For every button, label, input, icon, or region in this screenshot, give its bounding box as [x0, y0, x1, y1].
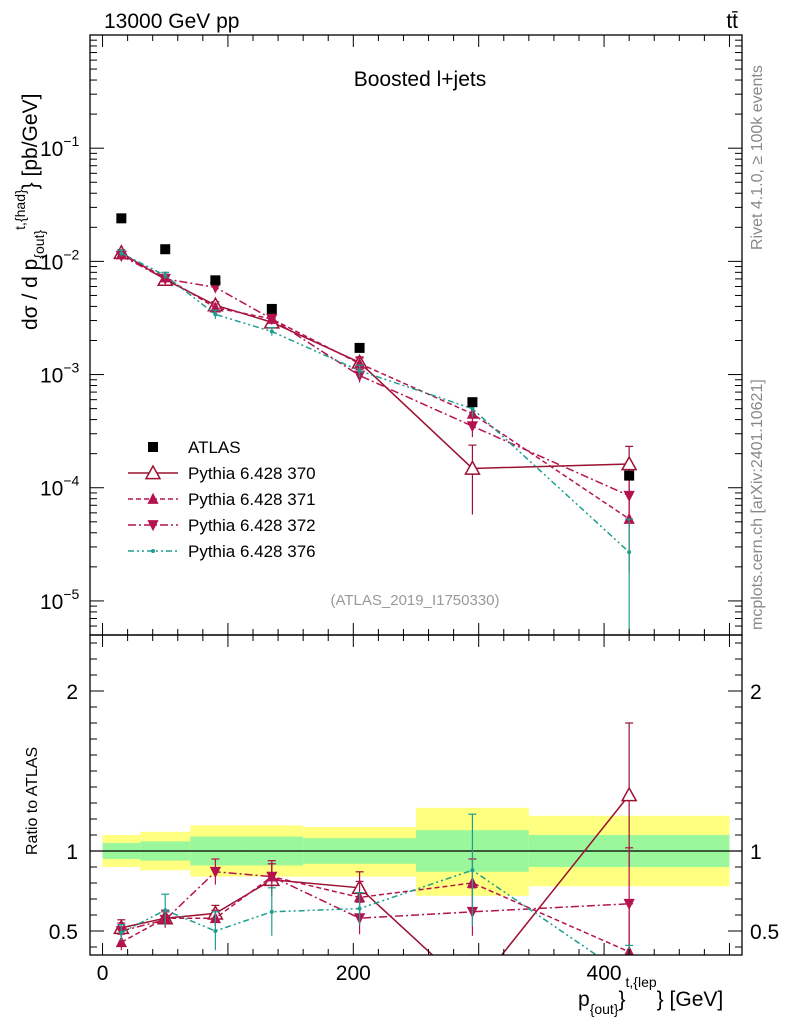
ratio-point	[470, 868, 475, 873]
data-point	[466, 421, 479, 433]
data-point	[627, 550, 632, 555]
ratio-y-axis-label: Ratio to ATLAS	[24, 747, 41, 855]
legend-label: Pythia 6.428 371	[188, 490, 316, 509]
x-tick-label: 200	[336, 962, 371, 985]
ratio-tick-label-left: 2	[66, 681, 78, 704]
legend: ATLAS Pythia 6.428 370 Pythia 6.428 371 Pyt…	[128, 438, 316, 561]
x-tick-label: 400	[587, 962, 622, 985]
y-tick-label: 10−2	[40, 246, 80, 274]
ratio-tick-label-left: 0.5	[49, 921, 78, 944]
ratio-point	[115, 935, 127, 948]
legend-marker	[147, 520, 159, 532]
y-tick-label: 10−4	[40, 473, 80, 501]
legend-marker	[147, 492, 159, 504]
atlas-point	[467, 397, 478, 408]
data-point	[269, 329, 274, 334]
process-label: tt̄	[726, 10, 738, 33]
ratio-tick-label-right: 1	[750, 841, 762, 864]
atlas-point	[210, 275, 221, 286]
ratio-tick-label-left: 1	[66, 841, 78, 864]
legend-label: ATLAS	[188, 438, 241, 457]
data-point	[163, 273, 168, 278]
data-point	[470, 406, 475, 411]
analysis-label: (ATLAS_2019_I1750330)	[330, 592, 499, 609]
ratio-point	[623, 898, 635, 911]
ratio-tick-label-right: 0.5	[750, 921, 779, 944]
chart-title: Boosted l+jets	[354, 68, 487, 91]
y-tick-label: 10−3	[40, 360, 80, 388]
data-point	[464, 459, 481, 475]
y-tick-label: 10−5	[40, 586, 80, 614]
energy-label: 13000 GeV pp	[104, 10, 239, 33]
svg-text:dσ / d p{out}t,{had}} [pb/GeV]: dσ / d p{out}t,{had}} [pb/GeV]	[12, 94, 47, 330]
data-point	[213, 312, 218, 317]
ratio-point	[266, 871, 278, 883]
ratio-point	[209, 866, 221, 879]
ratio-point	[465, 985, 479, 998]
ratio-tick-label-right: 2	[750, 681, 762, 704]
ratio-point	[213, 929, 218, 933]
legend-marker	[144, 464, 162, 480]
atlas-point	[116, 213, 127, 224]
series-4-ratio	[117, 813, 634, 955]
x-tick-label: 0	[97, 962, 109, 985]
legend-label: Pythia 6.428 372	[188, 516, 316, 535]
legend-marker	[148, 442, 158, 452]
main-y-axis-label: dσ / d p{out}t,{had}} [pb/GeV]	[12, 94, 47, 330]
data-point	[623, 490, 635, 503]
legend-label: Pythia 6.428 376	[188, 542, 316, 561]
atlas-point	[354, 342, 365, 353]
legend-entry-4: Pythia 6.428 376	[128, 542, 316, 561]
ratio-point	[119, 930, 124, 935]
ratio-point	[620, 786, 638, 802]
legend-entry-1: Pythia 6.428 370	[128, 464, 316, 483]
atlas-point	[266, 303, 277, 314]
axes: 0 200 400 10−1 10−2 10−3 10−4 10−5 0.5 0.5 1 1 2 2	[40, 34, 779, 985]
series-3-main	[115, 250, 635, 527]
ratio-line	[121, 869, 598, 955]
source-label: mcplots.cern.ch [arXiv:2401.10621]	[749, 379, 766, 630]
legend-marker	[151, 549, 155, 553]
atlas-point	[160, 244, 171, 255]
ratio-panel-plot	[113, 722, 638, 998]
series-4-main	[117, 249, 634, 635]
ratio-panel-frame	[89, 634, 743, 956]
ratio-point	[163, 908, 168, 913]
data-point	[620, 455, 638, 471]
atlas-point	[624, 470, 635, 481]
ratio-point	[357, 906, 362, 911]
data-point	[266, 314, 278, 326]
data-point	[119, 251, 124, 256]
data-point	[357, 368, 362, 373]
series-line	[120, 252, 630, 470]
legend-entry-2: Pythia 6.428 371	[128, 490, 316, 509]
rivet-label: Rivet 4.1.0, ≥ 100k events	[749, 65, 766, 250]
legend-entry-atlas: ATLAS	[148, 438, 241, 457]
legend-label: Pythia 6.428 370	[188, 464, 316, 483]
ratio-point	[269, 909, 274, 914]
ratio-uncertainty-band	[90, 807, 742, 896]
ratio-line	[120, 875, 630, 953]
legend-entry-3: Pythia 6.428 372	[128, 516, 316, 535]
y-tick-label: 10−1	[40, 133, 80, 161]
atlas-data-points	[116, 213, 635, 481]
main-panel-plot	[113, 213, 638, 635]
series-line	[120, 255, 630, 497]
